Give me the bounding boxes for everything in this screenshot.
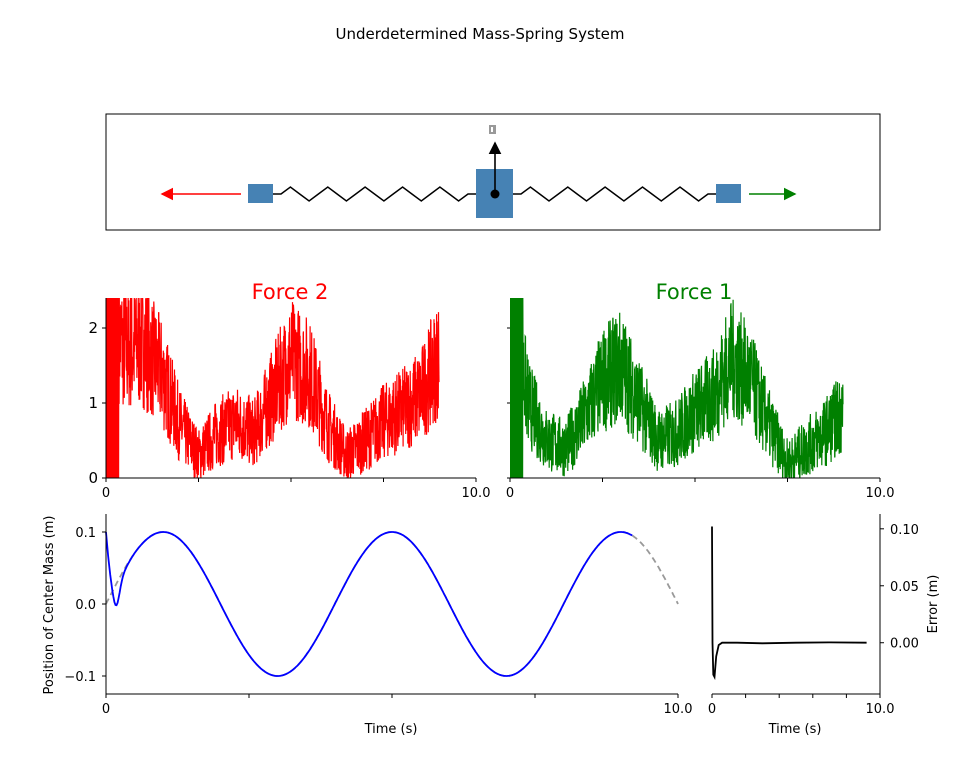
error-xtick-label: 0 (708, 702, 716, 717)
force2-ytick-label: 1 (88, 394, 98, 412)
error-ytick-label: 0.05 (890, 580, 919, 595)
force1-xtick-label: 0 (506, 486, 514, 501)
left-mass (248, 184, 273, 203)
position-actual-line (105, 531, 633, 677)
position-ylabel: Position of Center Mass (m) (42, 516, 57, 695)
right-mass (716, 184, 741, 203)
position-ytick-label: 0.0 (75, 598, 96, 613)
force1-title: Force 1 (656, 280, 733, 304)
mass-spring-diagram (105, 113, 881, 231)
force2-xtick-label: 10.0 (462, 486, 491, 501)
force1-plot: 0 10.0 (506, 298, 895, 501)
position-ytick-label: 0.1 (75, 526, 96, 541)
force2-xtick-label: 0 (102, 486, 110, 501)
right-spring (513, 186, 716, 202)
force2-ytick-label: 0 (88, 469, 98, 487)
force2-title: Force 2 (252, 280, 329, 304)
error-ylabel: Error (m) (926, 575, 941, 634)
diagram-shapes (160, 125, 797, 218)
position-plot: 0 10.0 −0.1 0.0 0.1 (64, 514, 692, 717)
error-ytick-label: 0.00 (890, 637, 919, 652)
error-xtick-label: 10.0 (866, 702, 895, 717)
error-panel: 0 10.0 0.00 0.05 0.10 Time (s) Error (m) (708, 514, 941, 737)
position-xtick-label: 0 (102, 702, 110, 717)
error-xlabel: Time (s) (768, 722, 822, 737)
position-ytick-label: −0.1 (64, 670, 96, 685)
target-marker-notch (491, 127, 493, 132)
position-xlabel: Time (s) (364, 722, 418, 737)
force2-plot: 0 10.0 0 1 2 (88, 298, 491, 501)
force2-ytick-label: 2 (88, 319, 98, 337)
figure-title: Underdetermined Mass-Spring System (336, 25, 625, 43)
position-panel: 0 10.0 −0.1 0.0 0.1 Time (s) Position of Cen… (42, 514, 692, 737)
force1-series-line (510, 298, 844, 478)
force1-xtick-label: 10.0 (866, 486, 895, 501)
force1-panel: Force 1 0 10.0 (506, 280, 895, 501)
error-line (711, 526, 867, 681)
force2-series-line (106, 298, 440, 478)
error-plot: 0 10.0 0.00 0.05 0.10 (708, 514, 919, 717)
left-spring (273, 186, 476, 202)
force2-panel: Force 2 0 10.0 0 1 2 (88, 280, 490, 501)
diagram-frame (105, 113, 881, 231)
position-xtick-label: 10.0 (664, 702, 693, 717)
error-ytick-label: 0.10 (890, 523, 919, 538)
